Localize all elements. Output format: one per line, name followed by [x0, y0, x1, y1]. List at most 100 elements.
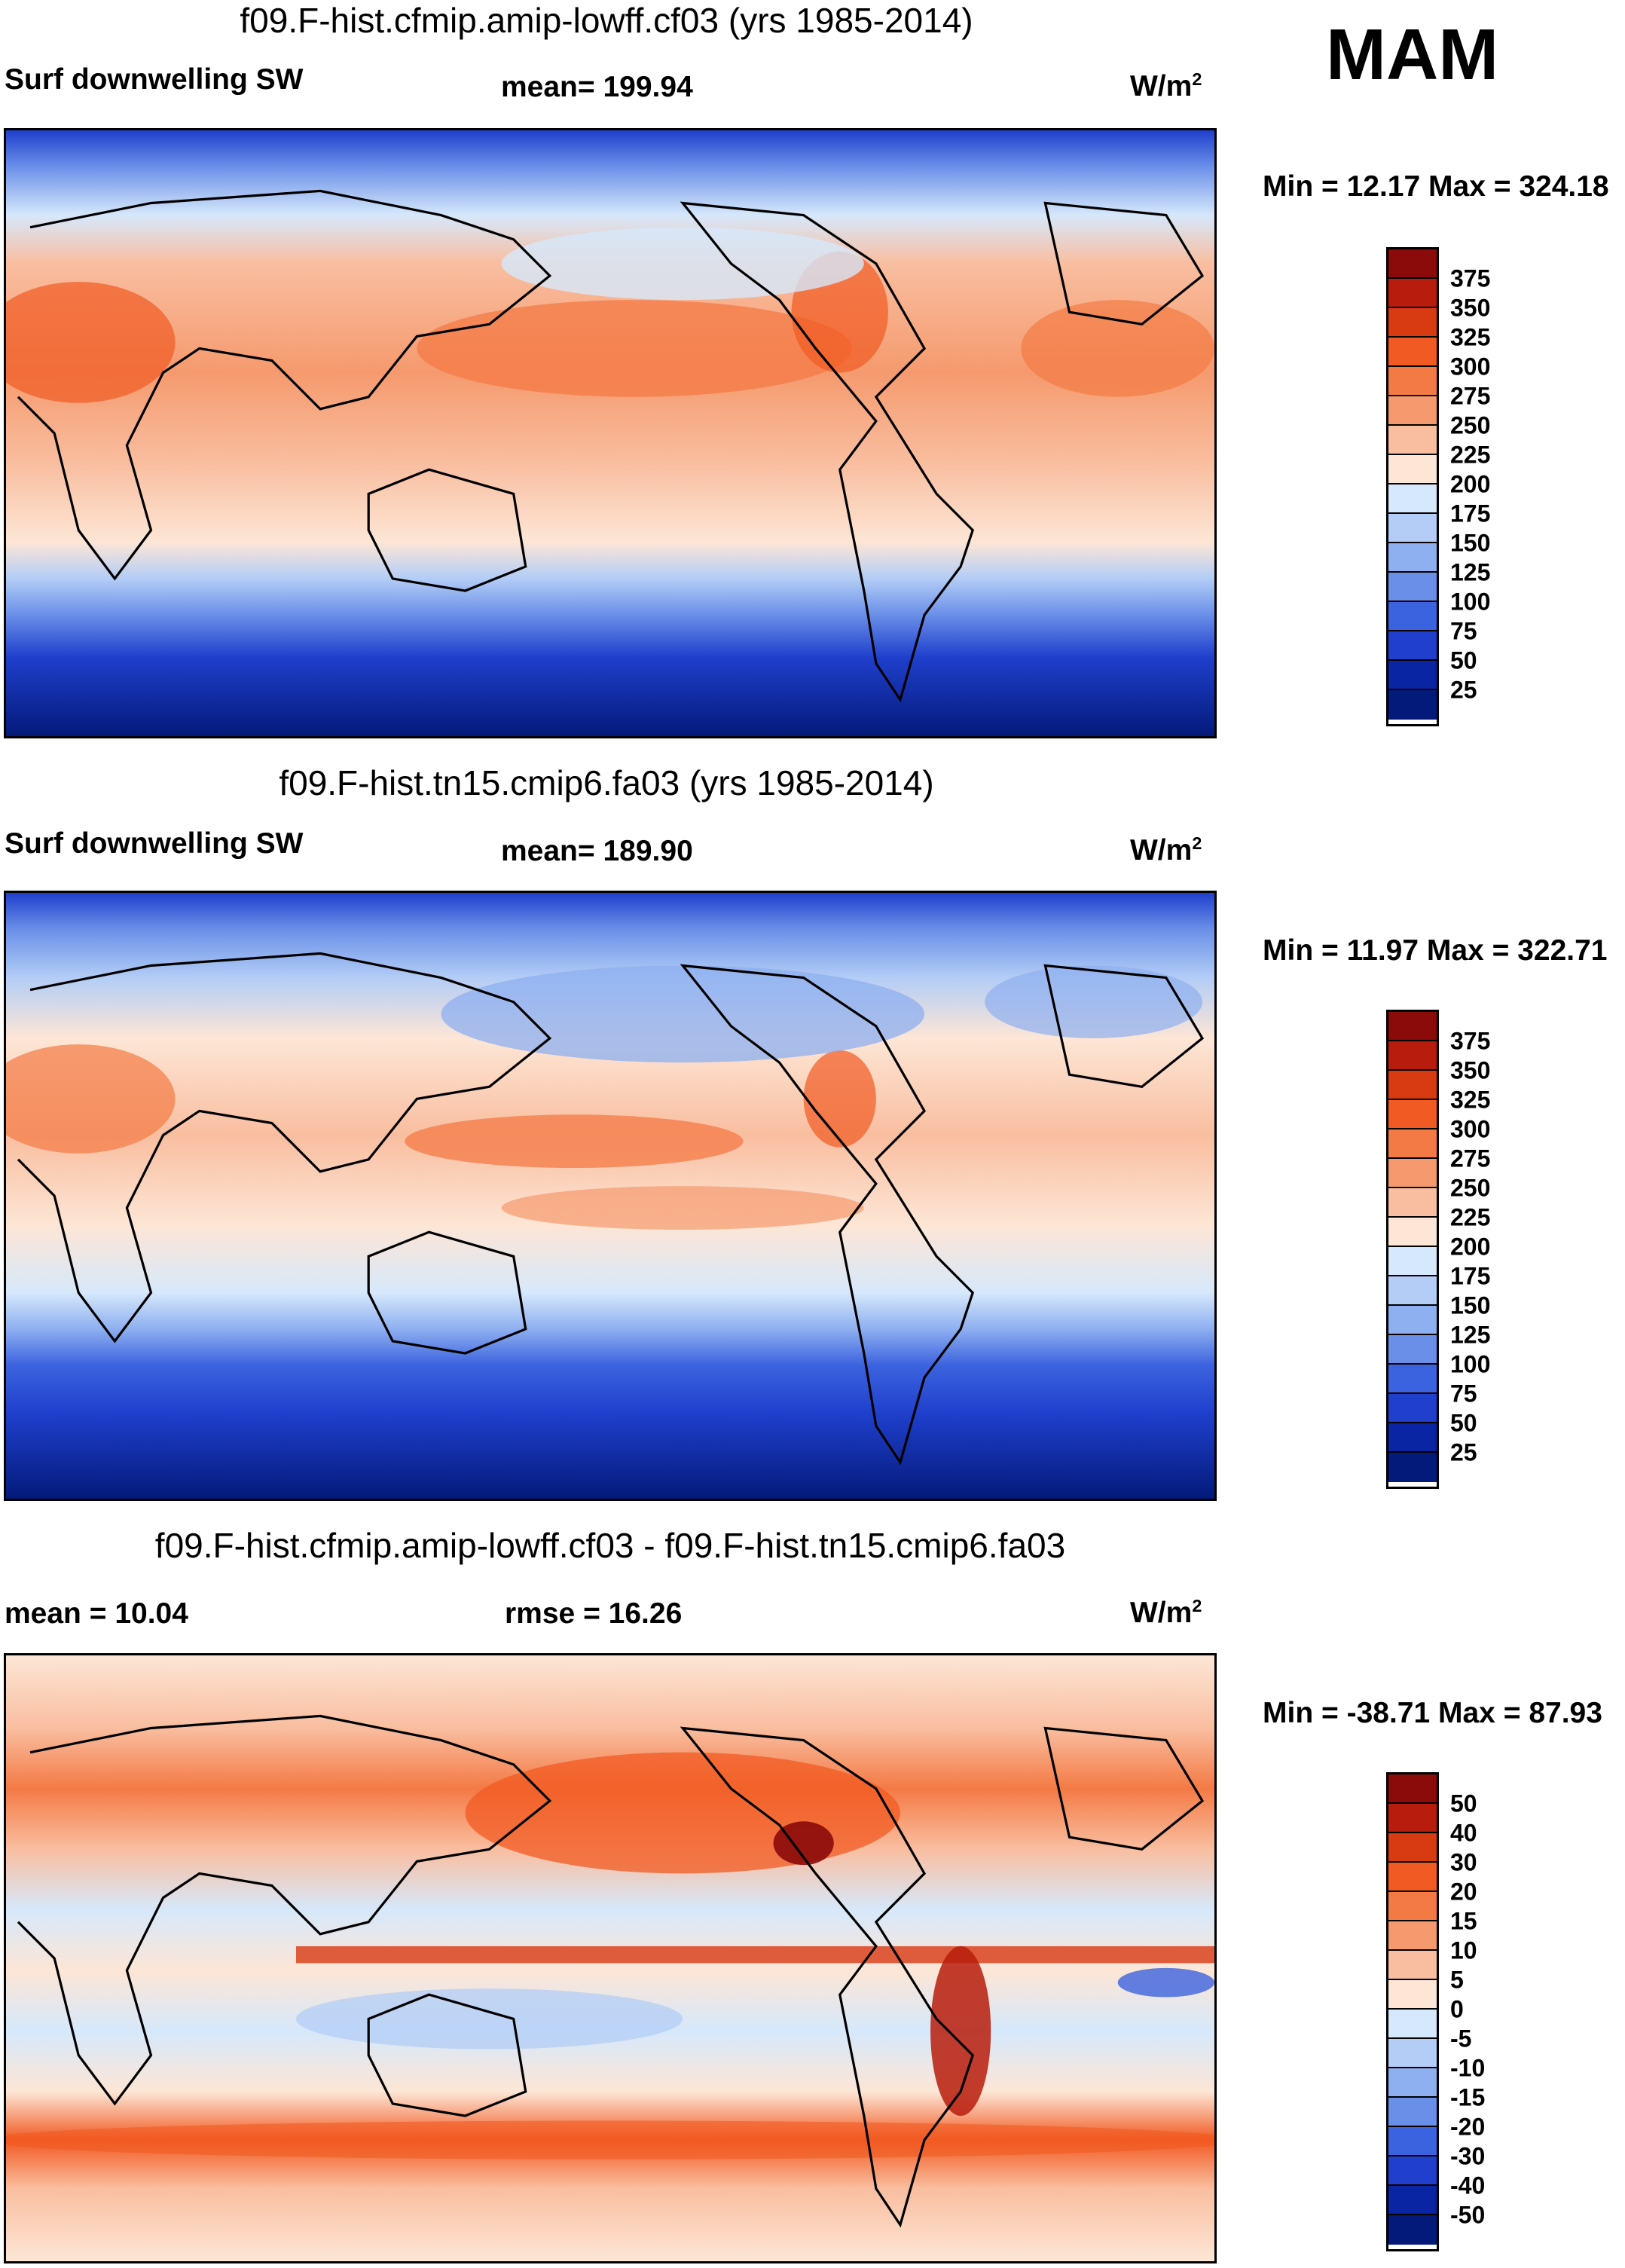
colorbar-segment: [1388, 1863, 1437, 1892]
colorbar-segment: [1388, 2156, 1437, 2186]
colorbar-segment: [1388, 2098, 1437, 2127]
colorbar-tick-label: 325: [1450, 323, 1491, 351]
colorbar-tick-label: 75: [1450, 617, 1477, 645]
colorbar-tick-label: 30: [1450, 1848, 1477, 1876]
panel-3-so-band: [6, 2120, 1214, 2159]
colorbar-tick-label: 5: [1450, 1966, 1464, 1994]
colorbar-segment: [1388, 1247, 1437, 1276]
panel-2-units-base: W/m: [1130, 834, 1193, 867]
panel-3-npacific-max: [465, 1752, 900, 1874]
panel-2-units: W/m2: [1130, 833, 1202, 867]
colorbar-tick-label: -30: [1450, 2142, 1486, 2170]
colorbar-tick-label: 50: [1450, 1790, 1477, 1817]
panel-1-variable: Surf downwelling SW: [5, 63, 304, 96]
colorbar-segment: [1388, 1453, 1437, 1482]
panel-3-map: [4, 1653, 1217, 2263]
colorbar-segment: [1388, 1012, 1437, 1041]
colorbar-segment: [1388, 631, 1437, 661]
colorbar-segment: [1388, 2127, 1437, 2156]
colorbar-segment: [1388, 1218, 1437, 1247]
colorbar-segment: [1388, 1774, 1437, 1804]
panel-1-colorbar-ticks: 375 350 325 300 275 250 225 200 175 150 125 100 75 50…: [1450, 247, 1541, 726]
panel-1-npacific-cloud: [501, 227, 864, 301]
colorbar-tick-label: 350: [1450, 294, 1491, 322]
colorbar-tick-label: 300: [1450, 353, 1491, 381]
colorbar-segment: [1388, 1980, 1437, 2010]
panel-1-coastlines: [17, 189, 1205, 703]
colorbar-tick-label: -50: [1450, 2201, 1486, 2229]
panel-3-colorbar-ticks: 50 40 30 20 15 10 5 0 -5 -10 -15 -20 -30 -40 -50: [1450, 1772, 1541, 2251]
colorbar-tick-label: 275: [1450, 1145, 1491, 1172]
colorbar-tick-label: 350: [1450, 1056, 1491, 1084]
panel-3-title: f09.F-hist.cfmip.amip-lowff.cf03 - f09.F…: [154, 1526, 1066, 1565]
colorbar-segment: [1388, 2215, 1437, 2245]
colorbar-segment: [1388, 455, 1437, 484]
panel-1-natl-max: [1021, 300, 1214, 397]
panel-1-map-svg: [6, 130, 1214, 736]
colorbar-segment: [1388, 279, 1437, 308]
panel-2-minmax: Min = 11.97 Max = 322.71: [1263, 934, 1608, 967]
colorbar-tick-label: 225: [1450, 1203, 1491, 1231]
colorbar-segment: [1388, 367, 1437, 396]
panel-2-sahara-max: [6, 1044, 176, 1154]
panel-3-npacific-peak: [773, 1821, 834, 1866]
panel-2-natl-cloud: [985, 965, 1202, 1038]
panel-3-colorbar: [1386, 1772, 1439, 2251]
panel-3-andes-max: [930, 1946, 991, 2117]
colorbar-segment: [1388, 1804, 1437, 1833]
panel-3-mean: mean = 10.04: [5, 1597, 188, 1630]
panel-1-units-sup: 2: [1192, 69, 1202, 89]
panel-2-units-sup: 2: [1192, 833, 1202, 853]
colorbar-segment: [1388, 543, 1437, 573]
colorbar-tick-label: 225: [1450, 441, 1491, 469]
panel-1-mean: mean= 199.94: [501, 71, 693, 103]
colorbar-segment: [1388, 1188, 1437, 1218]
colorbar-segment: [1388, 661, 1437, 690]
panel-1-title: f09.F-hist.cfmip.amip-lowff.cf03 (yrs 19…: [240, 1, 973, 40]
colorbar-segment: [1388, 484, 1437, 514]
colorbar-tick-label: -10: [1450, 2054, 1486, 2082]
panel-2-mexico-max: [803, 1050, 876, 1148]
panel-2-spacific-band: [501, 1186, 864, 1230]
colorbar-tick-label: 100: [1450, 1350, 1491, 1378]
panel-3-itcz-band: [295, 1946, 1214, 1964]
panel-1-sahara-max: [6, 282, 176, 403]
colorbar-segment: [1388, 1159, 1437, 1188]
panel-1-units: W/m2: [1130, 69, 1202, 103]
colorbar-tick-label: 200: [1450, 1233, 1491, 1261]
colorbar-segment: [1388, 690, 1437, 720]
colorbar-tick-label: 375: [1450, 1027, 1491, 1055]
colorbar-tick-label: 250: [1450, 1174, 1491, 1202]
colorbar-tick-label: 325: [1450, 1086, 1491, 1114]
panel-1-colorbar: [1386, 247, 1439, 726]
colorbar-tick-label: -15: [1450, 2083, 1486, 2111]
colorbar-tick-label: -20: [1450, 2113, 1486, 2141]
panel-3-rmse: rmse = 16.26: [505, 1597, 683, 1630]
panel-1-units-base: W/m: [1130, 70, 1193, 102]
panel-2-npacific-band: [405, 1114, 744, 1169]
colorbar-segment: [1388, 1129, 1437, 1159]
colorbar-segment: [1388, 1951, 1437, 1980]
colorbar-segment: [1388, 1041, 1437, 1071]
colorbar-tick-label: 50: [1450, 646, 1477, 674]
colorbar-segment: [1388, 396, 1437, 426]
colorbar-segment: [1388, 1394, 1437, 1423]
colorbar-segment: [1388, 249, 1437, 279]
colorbar-tick-label: 275: [1450, 382, 1491, 410]
panel-2-colorbar: [1386, 1010, 1439, 1489]
colorbar-tick-label: 50: [1450, 1409, 1477, 1437]
colorbar-tick-label: 150: [1450, 529, 1491, 557]
colorbar-segment: [1388, 1335, 1437, 1365]
colorbar-segment: [1388, 1833, 1437, 1863]
colorbar-tick-label: 150: [1450, 1291, 1491, 1319]
colorbar-tick-label: 175: [1450, 500, 1491, 527]
colorbar-tick-label: 250: [1450, 411, 1491, 439]
colorbar-tick-label: -5: [1450, 2025, 1472, 2053]
colorbar-tick-label: 375: [1450, 264, 1491, 292]
colorbar-segment: [1388, 2039, 1437, 2068]
panel-2-npacific-cloud: [441, 965, 925, 1063]
panel-1-npacific-band: [417, 300, 852, 397]
colorbar-tick-label: 200: [1450, 470, 1491, 498]
colorbar-segment: [1388, 1365, 1437, 1394]
colorbar-segment: [1388, 1921, 1437, 1951]
